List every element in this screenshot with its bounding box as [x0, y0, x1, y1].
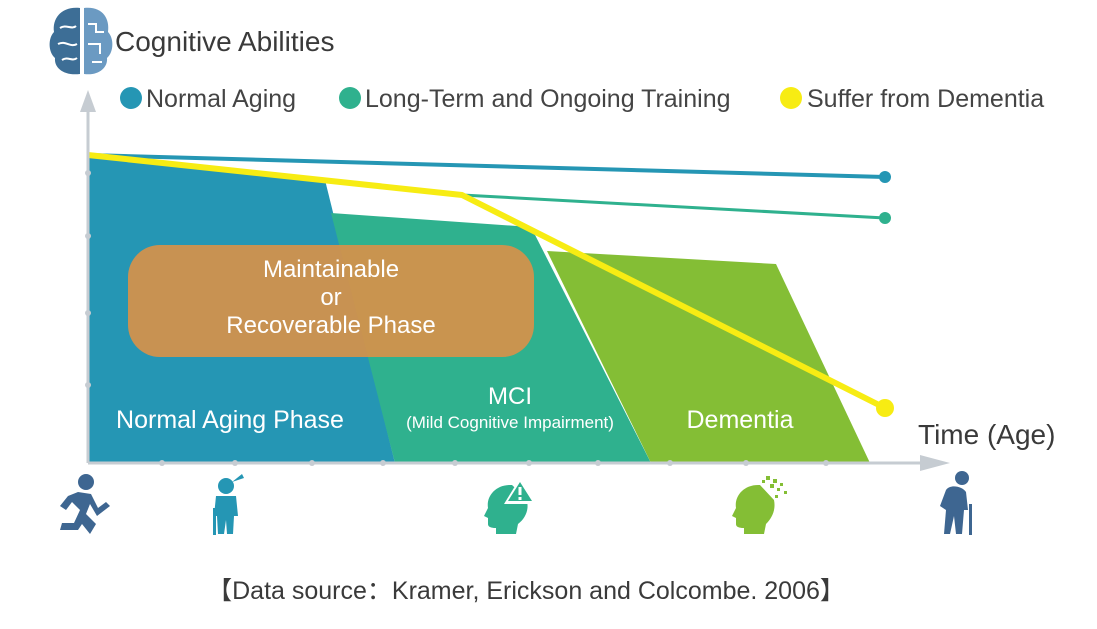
- legend-label-dementia: Suffer from Dementia: [807, 85, 1044, 113]
- head-dissolving-icon: [732, 476, 787, 534]
- training-endpoint: [879, 212, 891, 224]
- legend: Normal Aging Long-Term and Ongoing Train…: [120, 85, 1044, 113]
- normal-aging-phase-label: Normal Aging Phase: [116, 406, 344, 434]
- maintainable-line-3: Recoverable Phase: [226, 312, 435, 339]
- dementia-phase-region: [547, 251, 870, 463]
- chart-title: Cognitive Abilities: [115, 26, 334, 57]
- head-with-warning-icon: [484, 478, 536, 534]
- data-source-caption: 【Data source：Kramer, Erickson and Colcom…: [207, 577, 845, 605]
- mci-phase-sublabel: (Mild Cognitive Impairment): [406, 413, 614, 432]
- dementia-phase-label: Dementia: [687, 406, 794, 434]
- mci-phase-label: MCI: [488, 383, 532, 410]
- elderly-person-with-cane-icon: [213, 474, 244, 535]
- normal-aging-line: [87, 153, 886, 179]
- training-line: [461, 193, 886, 220]
- brain-icon: [49, 7, 113, 75]
- legend-label-training: Long-Term and Ongoing Training: [365, 85, 731, 113]
- dementia-line: [87, 152, 887, 411]
- hunched-elderly-person-with-cane-icon: [940, 471, 972, 535]
- maintainable-line-1: Maintainable: [263, 256, 399, 283]
- dementia-endpoint: [876, 399, 894, 417]
- legend-label-normal-aging: Normal Aging: [146, 85, 296, 113]
- normal-aging-endpoint: [879, 171, 891, 183]
- x-axis-label: Time (Age): [918, 419, 1055, 450]
- y-axis-arrow: [80, 90, 96, 112]
- maintainable-phase-box: [128, 245, 534, 357]
- legend-marker-training: [339, 87, 361, 109]
- maintainable-line-2: or: [320, 284, 341, 311]
- running-person-icon: [60, 474, 110, 534]
- x-axis-arrow: [920, 455, 950, 471]
- legend-marker-normal-aging: [120, 87, 142, 109]
- legend-marker-dementia: [780, 87, 802, 109]
- axis-tick-dots: [85, 170, 829, 466]
